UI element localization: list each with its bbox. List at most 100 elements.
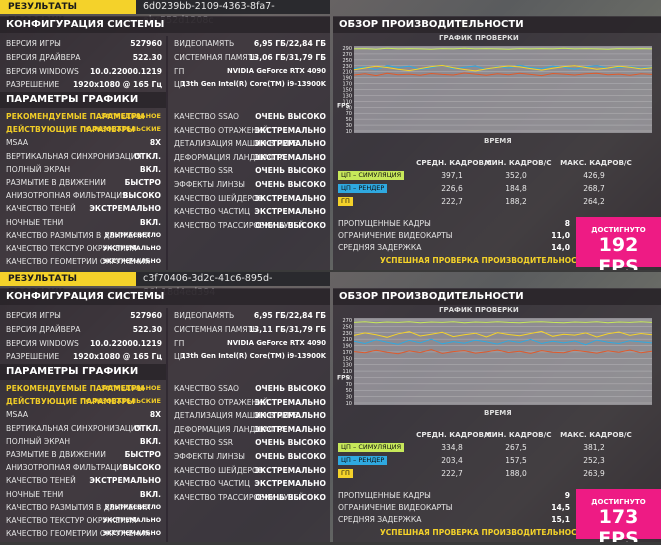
benchmark-chart: ГРАФИК ПРОВЕРКИ ВРЕМЯ 290 270 250 230 210 190 17… bbox=[334, 33, 656, 145]
setting-value: ВЫСОКО bbox=[122, 191, 161, 201]
y-tick-label: 130 bbox=[342, 93, 352, 99]
config-label: ВИДЕОПАМЯТЬ bbox=[174, 311, 235, 320]
setting-value: ОЧЕНЬ ВЫСОКО bbox=[255, 438, 326, 448]
graphics-setting-row: ДЕФОРМАЦИЯ ЛАНДШАФТА ЭКСТРЕМАЛЬНО bbox=[174, 151, 326, 165]
stat-value: 157,5 bbox=[505, 456, 527, 465]
success-message: УСПЕШНАЯ ПРОВЕРКА ПРОИЗВОДИТЕЛЬНОСТИ bbox=[380, 528, 588, 537]
setting-value: ЭКСТРЕМАЛЬНО bbox=[254, 207, 326, 217]
config-value: 13,11 ГБ/31,79 ГБ bbox=[248, 324, 326, 334]
results-tab[interactable]: РЕЗУЛЬТАТЫ ПРОВЕРКИ bbox=[0, 0, 136, 26]
series-line bbox=[353, 338, 653, 346]
metric-row: ПРОПУЩЕННЫЕ КАДРЫ 8 bbox=[338, 218, 570, 230]
chart-y-label: FPS bbox=[337, 103, 350, 110]
setting-label: КАЧЕСТВО ТРАССИРОВКИ ЛУЧЕЙ bbox=[174, 220, 305, 230]
config-value: 527960 bbox=[130, 311, 162, 320]
y-tick-label: 90 bbox=[346, 105, 352, 111]
metric-row: СРЕДНЯЯ ЗАДЕРЖКА 15,1 bbox=[338, 514, 570, 526]
y-tick-label: 70 bbox=[346, 111, 352, 117]
config-row: ВЕРСИЯ WINDOWS 10.0.22000.1219 bbox=[6, 65, 162, 79]
setting-label: КАЧЕСТВО ТРАССИРОВКИ ЛУЧЕЙ bbox=[174, 492, 305, 502]
metric-label: СРЕДНЯЯ ЗАДЕРЖКА bbox=[338, 243, 422, 252]
stat-value: 188,0 bbox=[505, 469, 527, 478]
stat-value: 188,2 bbox=[505, 197, 527, 206]
metric-label: ПРОПУЩЕННЫЕ КАДРЫ bbox=[338, 219, 431, 228]
success-message: УСПЕШНАЯ ПРОВЕРКА ПРОИЗВОДИТЕЛЬНОСТИ bbox=[380, 256, 588, 265]
setting-value: ЭКСТРЕМАЛЬНО bbox=[254, 479, 326, 489]
system-config-header: КОНФИГУРАЦИЯ СИСТЕМЫ bbox=[0, 17, 330, 33]
config-value: 13th Gen Intel(R) Core(TM) i9-13900K bbox=[180, 352, 326, 361]
setting-value: ЭКСТРЕМАЛЬНО bbox=[254, 152, 326, 162]
plot-area bbox=[354, 318, 652, 405]
graphics-setting-row: РЕКОМЕНДУЕМЫЕ ПАРАМЕТРЫ ЗАПРЕДЕЛЬНОЕ bbox=[6, 382, 161, 395]
fps-value: 192 FPS bbox=[598, 234, 639, 270]
config-value: NVIDIA GeForce RTX 4090 bbox=[227, 66, 326, 75]
metric-label: ОГРАНИЧЕНИЕ ВИДЕОКАРТЫ bbox=[338, 231, 453, 240]
graphics-setting-row: MSAA 8X bbox=[6, 136, 161, 149]
y-tick-label: 210 bbox=[342, 337, 352, 343]
config-row: ВЕРСИЯ ДРАЙВЕРА 522.30 bbox=[6, 323, 162, 337]
metric-value: 15,1 bbox=[551, 515, 570, 524]
graphics-setting-row: КАЧЕСТВО ТЕНЕЙ ЭКСТРЕМАЛЬНО bbox=[6, 202, 161, 215]
stat-column-header: МАКС. КАДРОВ/С bbox=[560, 158, 632, 167]
bottom-metrics: ПРОПУЩЕННЫЕ КАДРЫ 8 ОГРАНИЧЕНИЕ ВИДЕОКАРТЫ… bbox=[338, 218, 570, 254]
y-tick-label: 130 bbox=[342, 363, 352, 369]
setting-value: ЭКСТРЕМАЛЬНО bbox=[89, 476, 161, 486]
graphics-setting-row: ПОЛНЫЙ ЭКРАН ВКЛ. bbox=[6, 435, 161, 448]
left-panel-bg bbox=[0, 16, 330, 270]
stat-value: 267,5 bbox=[505, 443, 527, 452]
graphics-setting-row: КАЧЕСТВО ТЕКСТУР ОКРУЖЕНИЯ ЭКСТРЕМАЛЬНО bbox=[6, 514, 161, 527]
setting-label: КАЧЕСТВО ГЕОМЕТРИИ ОКРУЖЕНИЯ bbox=[6, 257, 151, 267]
config-value: 527960 bbox=[130, 39, 162, 48]
metric-label: СРЕДНЯЯ ЗАДЕРЖКА bbox=[338, 515, 422, 524]
chart-x-label: ВРЕМЯ bbox=[484, 409, 512, 417]
stat-value: 252,3 bbox=[583, 456, 605, 465]
setting-value: ПОЛЬЗОВАТЕЛЬСКИЕ bbox=[80, 397, 161, 406]
y-tick-label: 110 bbox=[342, 369, 352, 375]
setting-value: ЭКСТРЕМАЛЬНО bbox=[254, 424, 326, 434]
metric-row: СРЕДНЯЯ ЗАДЕРЖКА 14,0 bbox=[338, 242, 570, 254]
achieved-label: ДОСТИГНУТО bbox=[591, 498, 646, 506]
setting-label: КАЧЕСТВО SSR bbox=[174, 166, 234, 176]
setting-label: ДЕФОРМАЦИЯ ЛАНДШАФТА bbox=[174, 152, 286, 162]
series-line bbox=[353, 72, 653, 77]
setting-label: РЕКОМЕНДУЕМЫЕ ПАРАМЕТРЫ bbox=[6, 384, 145, 393]
metric-label: ОГРАНИЧЕНИЕ ВИДЕОКАРТЫ bbox=[338, 503, 453, 512]
setting-label: ПОЛНЫЙ ЭКРАН bbox=[6, 436, 71, 446]
setting-label: ПОЛНЫЙ ЭКРАН bbox=[6, 164, 71, 174]
setting-label: АНИЗОТРОПНАЯ ФИЛЬТРАЦИЯ bbox=[6, 191, 128, 201]
setting-label: КАЧЕСТВО SSR bbox=[174, 438, 234, 448]
graphics-setting-row: КАЧЕСТВО ТЕКСТУР ОКРУЖЕНИЯ ЭКСТРЕМАЛЬНО bbox=[6, 242, 161, 255]
plot-area bbox=[354, 46, 652, 133]
graphics-setting-row: КАЧЕСТВО ШЕЙДЕРОВ ЭКСТРЕМАЛЬНО bbox=[174, 192, 326, 206]
stat-series-label: ЦП – СИМУЛЯЦИЯ bbox=[338, 443, 405, 452]
y-tick-label: 270 bbox=[342, 52, 352, 58]
left-panel-bg bbox=[0, 288, 330, 542]
setting-value: ВКЛ. bbox=[139, 217, 161, 227]
setting-label: АНИЗОТРОПНАЯ ФИЛЬТРАЦИЯ bbox=[6, 463, 128, 473]
setting-label: КАЧЕСТВО РАЗМЫТИЯ В ДВИЖЕНИИ bbox=[6, 502, 151, 512]
setting-value: ЭКСТРЕМАЛЬНО bbox=[254, 139, 326, 149]
setting-value: ЭКСТРЕМАЛЬНО bbox=[254, 411, 326, 421]
setting-value: ПОЛЬЗОВАТЕЛЬСКИЕ bbox=[80, 125, 161, 134]
config-row: РАЗРЕШЕНИЕ 1920x1080 @ 165 Гц bbox=[6, 78, 162, 92]
graphics-setting-row: НОЧНЫЕ ТЕНИ ВКЛ. bbox=[6, 488, 161, 501]
config-row: ВИДЕОПАМЯТЬ 6,95 ГБ/22,84 ГБ bbox=[174, 37, 326, 51]
stat-series-label: ГП bbox=[338, 197, 353, 206]
config-row: СИСТЕМНАЯ ПАМЯТЬ 13,06 ГБ/31,79 ГБ bbox=[174, 51, 326, 65]
setting-value: 8X bbox=[149, 138, 161, 148]
stat-value: 268,7 bbox=[583, 184, 605, 193]
setting-label: КАЧЕСТВО ТЕНЕЙ bbox=[6, 204, 76, 214]
y-tick-label: 210 bbox=[342, 70, 352, 76]
fps-value: 173 FPS bbox=[598, 506, 639, 542]
graphics-setting-row: КАЧЕСТВО ОТРАЖЕНИЙ ЭКСТРЕМАЛЬНО bbox=[174, 396, 326, 410]
stat-column-header: СРЕДН. КАДРОВ/С bbox=[416, 430, 492, 439]
y-tick-label: 190 bbox=[342, 76, 352, 82]
results-tab[interactable]: РЕЗУЛЬТАТЫ ПРОВЕРКИ bbox=[0, 272, 136, 298]
setting-value: ЭКСТРЕМАЛЬНО bbox=[254, 125, 326, 135]
config-row: ВИДЕОПАМЯТЬ 6,95 ГБ/22,84 ГБ bbox=[174, 309, 326, 323]
config-row: СИСТЕМНАЯ ПАМЯТЬ 13,11 ГБ/31,79 ГБ bbox=[174, 323, 326, 337]
y-tick-label: 50 bbox=[346, 117, 352, 123]
y-tick-label: 30 bbox=[346, 395, 352, 401]
setting-label: КАЧЕСТВО ШЕЙДЕРОВ bbox=[174, 465, 264, 475]
metric-value: 14,5 bbox=[551, 503, 570, 512]
